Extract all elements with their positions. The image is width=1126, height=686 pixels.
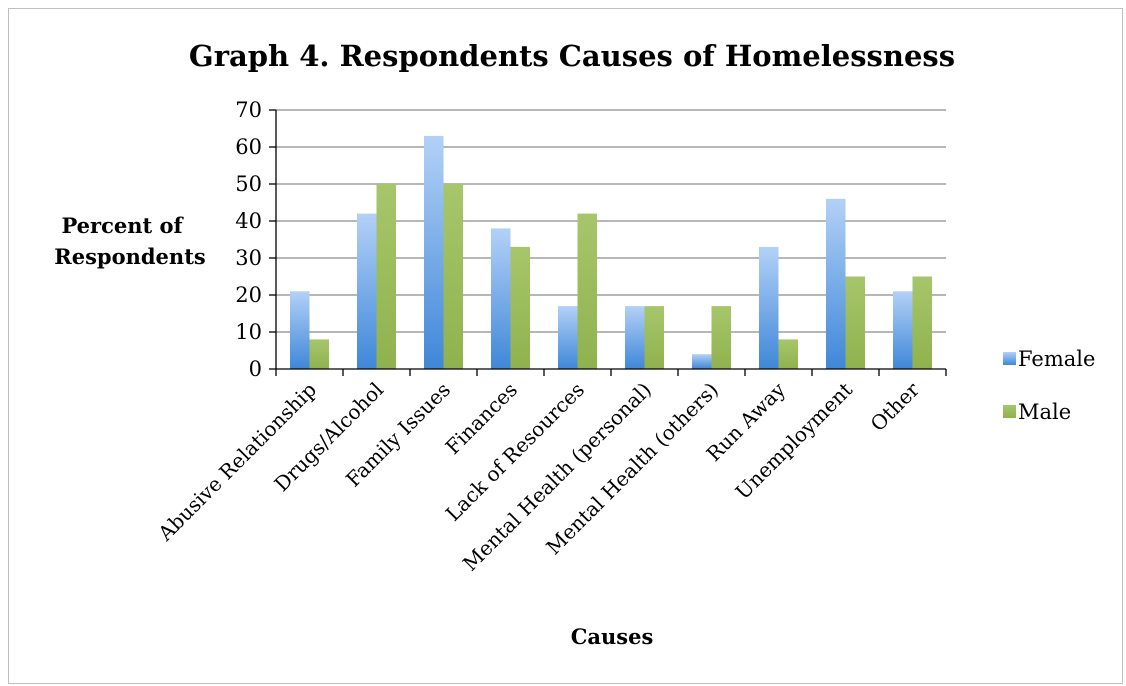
y-tick-label: 0	[249, 357, 262, 381]
legend-swatch-female	[1003, 352, 1016, 365]
bar-female	[893, 291, 913, 369]
legend-label-male: Male	[1018, 400, 1071, 424]
y-tick-label: 60	[235, 135, 262, 159]
y-tick-label: 20	[235, 283, 262, 307]
bar-male	[845, 276, 865, 369]
bar-female	[826, 198, 846, 369]
bar-male	[443, 184, 463, 369]
bar-male	[711, 306, 731, 369]
y-axis-title-line-1: Percent of	[61, 213, 184, 238]
bar-female	[491, 228, 511, 369]
bar-female	[290, 291, 310, 369]
x-category-label: Unemployment	[731, 378, 857, 504]
bar-female	[692, 354, 712, 369]
x-category-label: Other	[866, 377, 925, 436]
legend-swatch-male	[1003, 405, 1016, 418]
bar-female	[558, 306, 578, 369]
x-axis-title: Causes	[571, 624, 654, 649]
y-tick-label: 70	[235, 98, 262, 122]
y-tick-label: 30	[235, 246, 262, 270]
bar-male	[309, 339, 329, 369]
chart-title: Graph 4. Respondents Causes of Homelessn…	[189, 39, 955, 73]
bar-female	[759, 246, 779, 369]
bar-male	[510, 246, 530, 369]
y-tick-label: 40	[235, 209, 262, 233]
bar-male	[376, 184, 396, 369]
bar-male	[778, 339, 798, 369]
bar-female	[424, 135, 444, 369]
y-tick-label: 10	[235, 320, 262, 344]
bar-male	[912, 276, 932, 369]
bar-male	[644, 306, 664, 369]
bar-female	[357, 213, 377, 369]
bar-male	[577, 213, 597, 369]
legend: Female Male	[1003, 347, 1095, 424]
y-axis-title-line-2: Respondents	[54, 244, 205, 269]
y-tick-label: 50	[235, 172, 262, 196]
bar-female	[625, 306, 645, 369]
legend-label-female: Female	[1018, 347, 1095, 371]
